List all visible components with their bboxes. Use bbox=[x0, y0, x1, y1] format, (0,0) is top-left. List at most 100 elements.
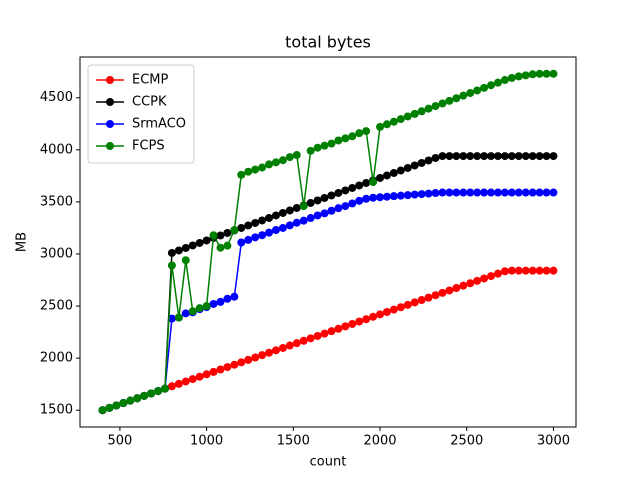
marker bbox=[487, 81, 496, 90]
series bbox=[98, 69, 558, 415]
marker bbox=[334, 324, 343, 333]
marker bbox=[237, 170, 246, 179]
marker bbox=[271, 346, 280, 355]
y-axis-label: MB bbox=[15, 232, 30, 252]
x-tick-label: 2500 bbox=[450, 434, 483, 449]
marker bbox=[445, 286, 454, 295]
marker bbox=[473, 276, 482, 285]
marker bbox=[493, 78, 502, 87]
marker bbox=[285, 221, 294, 230]
legend-label: SrmACO bbox=[132, 117, 186, 132]
marker bbox=[507, 73, 516, 82]
marker bbox=[382, 120, 391, 129]
marker bbox=[223, 363, 232, 372]
marker bbox=[514, 266, 523, 275]
marker bbox=[105, 403, 114, 412]
marker bbox=[521, 188, 530, 197]
marker bbox=[466, 152, 475, 161]
marker bbox=[410, 190, 419, 199]
marker bbox=[237, 238, 246, 247]
marker bbox=[424, 189, 433, 198]
marker bbox=[306, 198, 315, 207]
chart-title: total bytes bbox=[285, 33, 371, 52]
marker bbox=[410, 109, 419, 118]
marker bbox=[188, 241, 197, 250]
marker bbox=[265, 348, 274, 357]
marker bbox=[313, 143, 322, 152]
marker bbox=[549, 188, 558, 197]
marker bbox=[521, 71, 530, 80]
marker bbox=[181, 243, 190, 252]
y-tick-label: 2000 bbox=[40, 351, 73, 366]
marker bbox=[306, 334, 315, 343]
marker bbox=[514, 72, 523, 81]
marker bbox=[549, 152, 558, 161]
marker bbox=[265, 228, 274, 237]
y-tick-label: 3500 bbox=[40, 194, 73, 209]
marker bbox=[507, 152, 516, 161]
marker bbox=[133, 394, 142, 403]
marker bbox=[285, 153, 294, 162]
marker bbox=[493, 188, 502, 197]
axes-frame bbox=[79, 56, 577, 428]
marker bbox=[292, 218, 301, 227]
marker bbox=[313, 196, 322, 205]
x-axis-label: count bbox=[310, 455, 347, 470]
legend: ECMP CCPK SrmACO FCPS bbox=[87, 64, 195, 164]
y-tick-label: 4000 bbox=[40, 142, 73, 157]
marker bbox=[528, 152, 537, 161]
marker bbox=[355, 196, 364, 205]
marker bbox=[445, 188, 454, 197]
marker bbox=[174, 246, 183, 255]
marker bbox=[389, 168, 398, 177]
marker bbox=[389, 117, 398, 126]
marker bbox=[466, 188, 475, 197]
marker bbox=[341, 322, 350, 331]
marker bbox=[237, 358, 246, 367]
marker bbox=[369, 312, 378, 321]
legend-marker bbox=[106, 76, 114, 84]
x-tick-label: 1000 bbox=[190, 434, 223, 449]
marker bbox=[493, 269, 502, 278]
legend-marker bbox=[106, 142, 114, 150]
marker bbox=[313, 211, 322, 220]
marker bbox=[299, 202, 308, 211]
marker bbox=[181, 309, 190, 318]
marker bbox=[493, 152, 502, 161]
marker bbox=[223, 294, 232, 303]
marker bbox=[160, 384, 169, 393]
marker bbox=[140, 391, 149, 400]
marker bbox=[521, 152, 530, 161]
marker bbox=[271, 211, 280, 220]
marker bbox=[278, 208, 287, 217]
marker bbox=[389, 305, 398, 314]
marker bbox=[334, 136, 343, 145]
marker bbox=[147, 389, 156, 398]
marker bbox=[313, 331, 322, 340]
marker bbox=[376, 193, 385, 202]
marker bbox=[181, 256, 190, 265]
marker bbox=[396, 191, 405, 200]
marker bbox=[251, 353, 260, 362]
marker bbox=[542, 266, 551, 275]
marker bbox=[119, 399, 128, 408]
marker bbox=[431, 189, 440, 198]
marker bbox=[320, 209, 329, 218]
marker bbox=[285, 341, 294, 350]
marker bbox=[278, 156, 287, 165]
marker bbox=[126, 396, 135, 405]
marker bbox=[265, 160, 274, 169]
marker bbox=[334, 188, 343, 197]
marker bbox=[209, 231, 218, 240]
marker bbox=[362, 127, 371, 136]
marker bbox=[396, 166, 405, 175]
marker bbox=[348, 183, 357, 192]
legend-label: ECMP bbox=[132, 73, 169, 88]
marker bbox=[299, 336, 308, 345]
marker bbox=[473, 152, 482, 161]
marker bbox=[473, 188, 482, 197]
marker bbox=[195, 372, 204, 381]
marker bbox=[230, 226, 239, 235]
marker bbox=[112, 401, 121, 410]
marker bbox=[327, 139, 336, 148]
